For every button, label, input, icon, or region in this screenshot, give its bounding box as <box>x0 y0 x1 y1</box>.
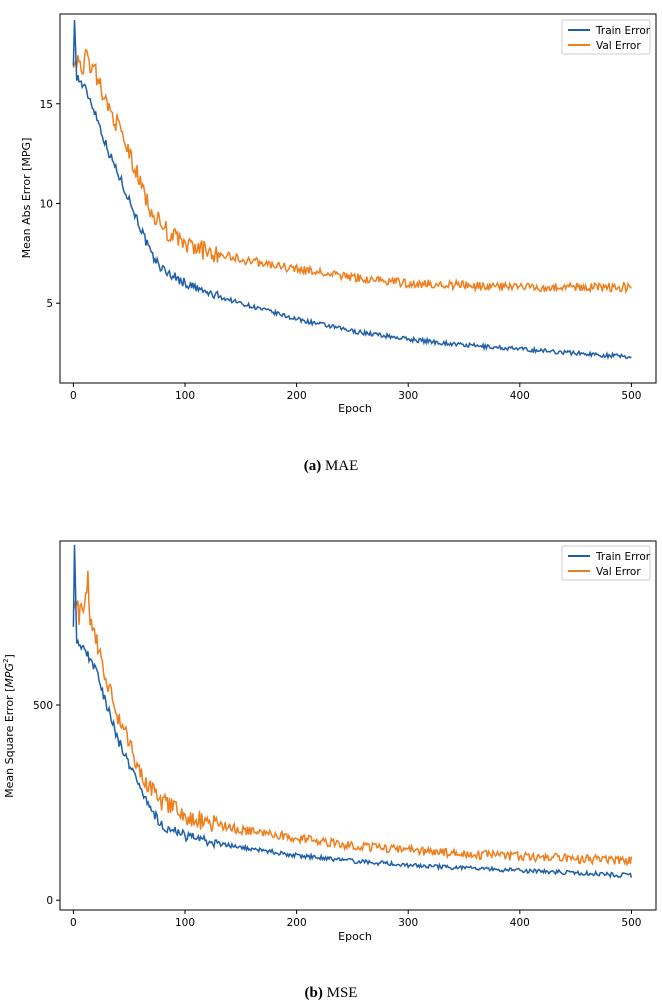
y-axis-label-end: ] <box>3 654 16 658</box>
train-error-line <box>72 544 633 879</box>
x-tick-label: 0 <box>70 390 77 402</box>
caption-a-letter: (a) <box>303 458 322 474</box>
caption-b: (b) MSE <box>0 985 662 1002</box>
caption-b-text: MSE <box>322 985 358 1001</box>
x-axis-label: Epoch <box>338 930 372 943</box>
y-axis-label-main: Mean Square Error [ <box>3 688 16 798</box>
mae-chart: 0 100 200 300 400 500 5 10 15 Epoch Mean Abs Er… <box>20 13 657 415</box>
y-tick-label: 10 <box>40 198 53 210</box>
plot-frame <box>59 540 657 911</box>
x-tick-label: 500 <box>621 917 641 929</box>
y-ticks: 5 10 15 <box>40 99 60 310</box>
x-tick-label: 400 <box>510 390 530 402</box>
caption-b-letter: (b) <box>304 985 323 1001</box>
x-tick-label: 300 <box>398 917 418 929</box>
val-error-line <box>72 570 633 867</box>
mae-figure: 0 100 200 300 400 500 5 10 15 Epoch Mean Abs Er… <box>0 0 662 440</box>
x-ticks: 0 100 200 300 400 500 <box>70 910 641 929</box>
legend-train-label: Train Error <box>595 551 651 563</box>
caption-a: (a) MAE <box>0 458 662 475</box>
x-axis-label: Epoch <box>338 402 372 415</box>
x-ticks: 0 100 200 300 400 500 <box>70 383 641 402</box>
val-error-line <box>72 48 632 295</box>
y-axis-label-sup: 2 <box>2 658 10 662</box>
y-tick-label: 15 <box>40 99 53 111</box>
y-tick-label: 500 <box>33 700 53 712</box>
y-axis-label: Mean Square Error [MPG2] <box>2 654 16 798</box>
legend: Train Error Val Error <box>561 545 651 581</box>
x-tick-label: 200 <box>287 917 307 929</box>
train-error-line <box>72 19 632 361</box>
x-tick-label: 100 <box>175 917 195 929</box>
x-tick-label: 0 <box>70 917 77 929</box>
x-tick-label: 400 <box>510 917 530 929</box>
mse-figure: 0 100 200 300 400 500 0 500 Epoch Mean Square … <box>0 528 662 968</box>
x-tick-label: 100 <box>175 390 195 402</box>
y-tick-label: 5 <box>46 298 53 310</box>
y-tick-label: 0 <box>46 895 53 907</box>
x-tick-label: 500 <box>621 390 641 402</box>
y-axis-label: Mean Abs Error [MPG] <box>20 138 33 259</box>
legend: Train Error Val Error <box>561 19 651 55</box>
x-tick-label: 200 <box>287 390 307 402</box>
legend-train-label: Train Error <box>595 25 651 37</box>
legend-val-label: Val Error <box>596 40 641 52</box>
mse-chart: 0 100 200 300 400 500 0 500 Epoch Mean Square … <box>2 540 657 943</box>
caption-a-text: MAE <box>321 458 359 474</box>
y-axis-label-unit: MPG <box>3 663 16 688</box>
plot-frame <box>59 13 657 384</box>
y-ticks: 0 500 <box>33 700 60 907</box>
legend-val-label: Val Error <box>596 566 641 578</box>
x-tick-label: 300 <box>398 390 418 402</box>
